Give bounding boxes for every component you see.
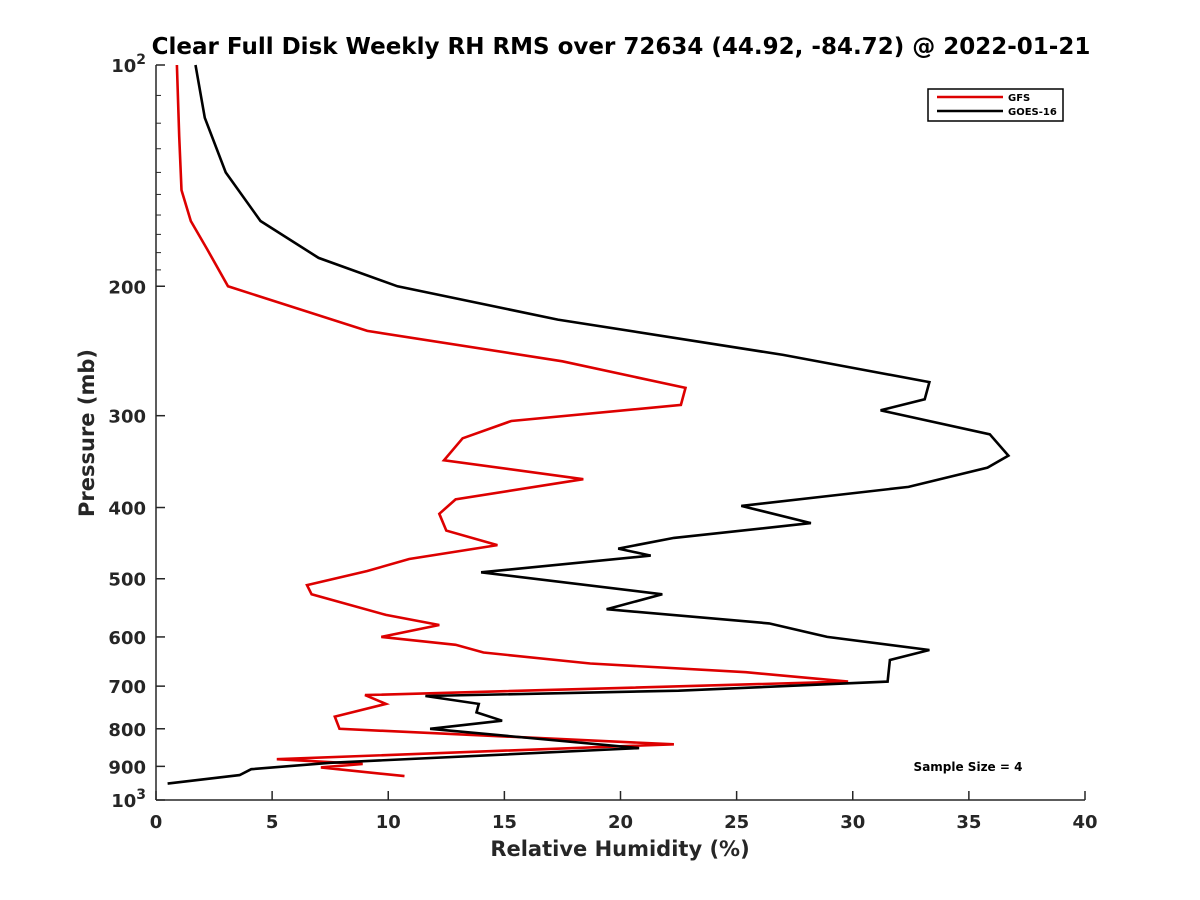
y-tick-label: 900 [108, 757, 146, 778]
y-tick-label: 400 [108, 499, 146, 520]
axes-layer: 0 5 10 15 20 25 30 35 40 102 200 300 400 500 600 700 800… [108, 52, 1097, 833]
y-tick-label: 500 [108, 570, 146, 591]
y-axis-label: Pressure (mb) [75, 349, 99, 517]
x-tick-label: 20 [608, 812, 633, 833]
series-layer [167, 64, 1011, 785]
x-tick-label: 10 [376, 812, 401, 833]
plot-area [156, 65, 1085, 800]
y-tick-label: 600 [108, 628, 146, 649]
y-tick-label: 200 [108, 277, 146, 298]
legend-box [927, 88, 1064, 122]
legend: GFS GOES-16 [927, 88, 1064, 122]
chart-title: Clear Full Disk Weekly RH RMS over 72634… [152, 34, 1091, 60]
x-tick-label: 30 [840, 812, 865, 833]
x-tick-label: 25 [724, 812, 749, 833]
series-line-goes-16 [167, 64, 1011, 785]
y-tick-label: 300 [108, 407, 146, 428]
x-axis-label: Relative Humidity (%) [490, 837, 749, 861]
series-line-gfs [175, 64, 849, 778]
x-tick-label: 40 [1072, 812, 1097, 833]
legend-label-goes-16: GOES-16 [1008, 107, 1057, 118]
y-tick-label: 103 [111, 787, 146, 812]
legend-label-gfs: GFS [1008, 93, 1030, 104]
x-tick-label: 0 [150, 812, 163, 833]
sample-size-annotation: Sample Size = 4 [914, 760, 1023, 774]
y-tick-label: 102 [111, 52, 146, 77]
y-tick-label: 800 [108, 720, 146, 741]
y-tick-label: 700 [108, 677, 146, 698]
x-tick-label: 5 [266, 812, 279, 833]
x-tick-label: 15 [492, 812, 517, 833]
x-tick-label: 35 [956, 812, 981, 833]
